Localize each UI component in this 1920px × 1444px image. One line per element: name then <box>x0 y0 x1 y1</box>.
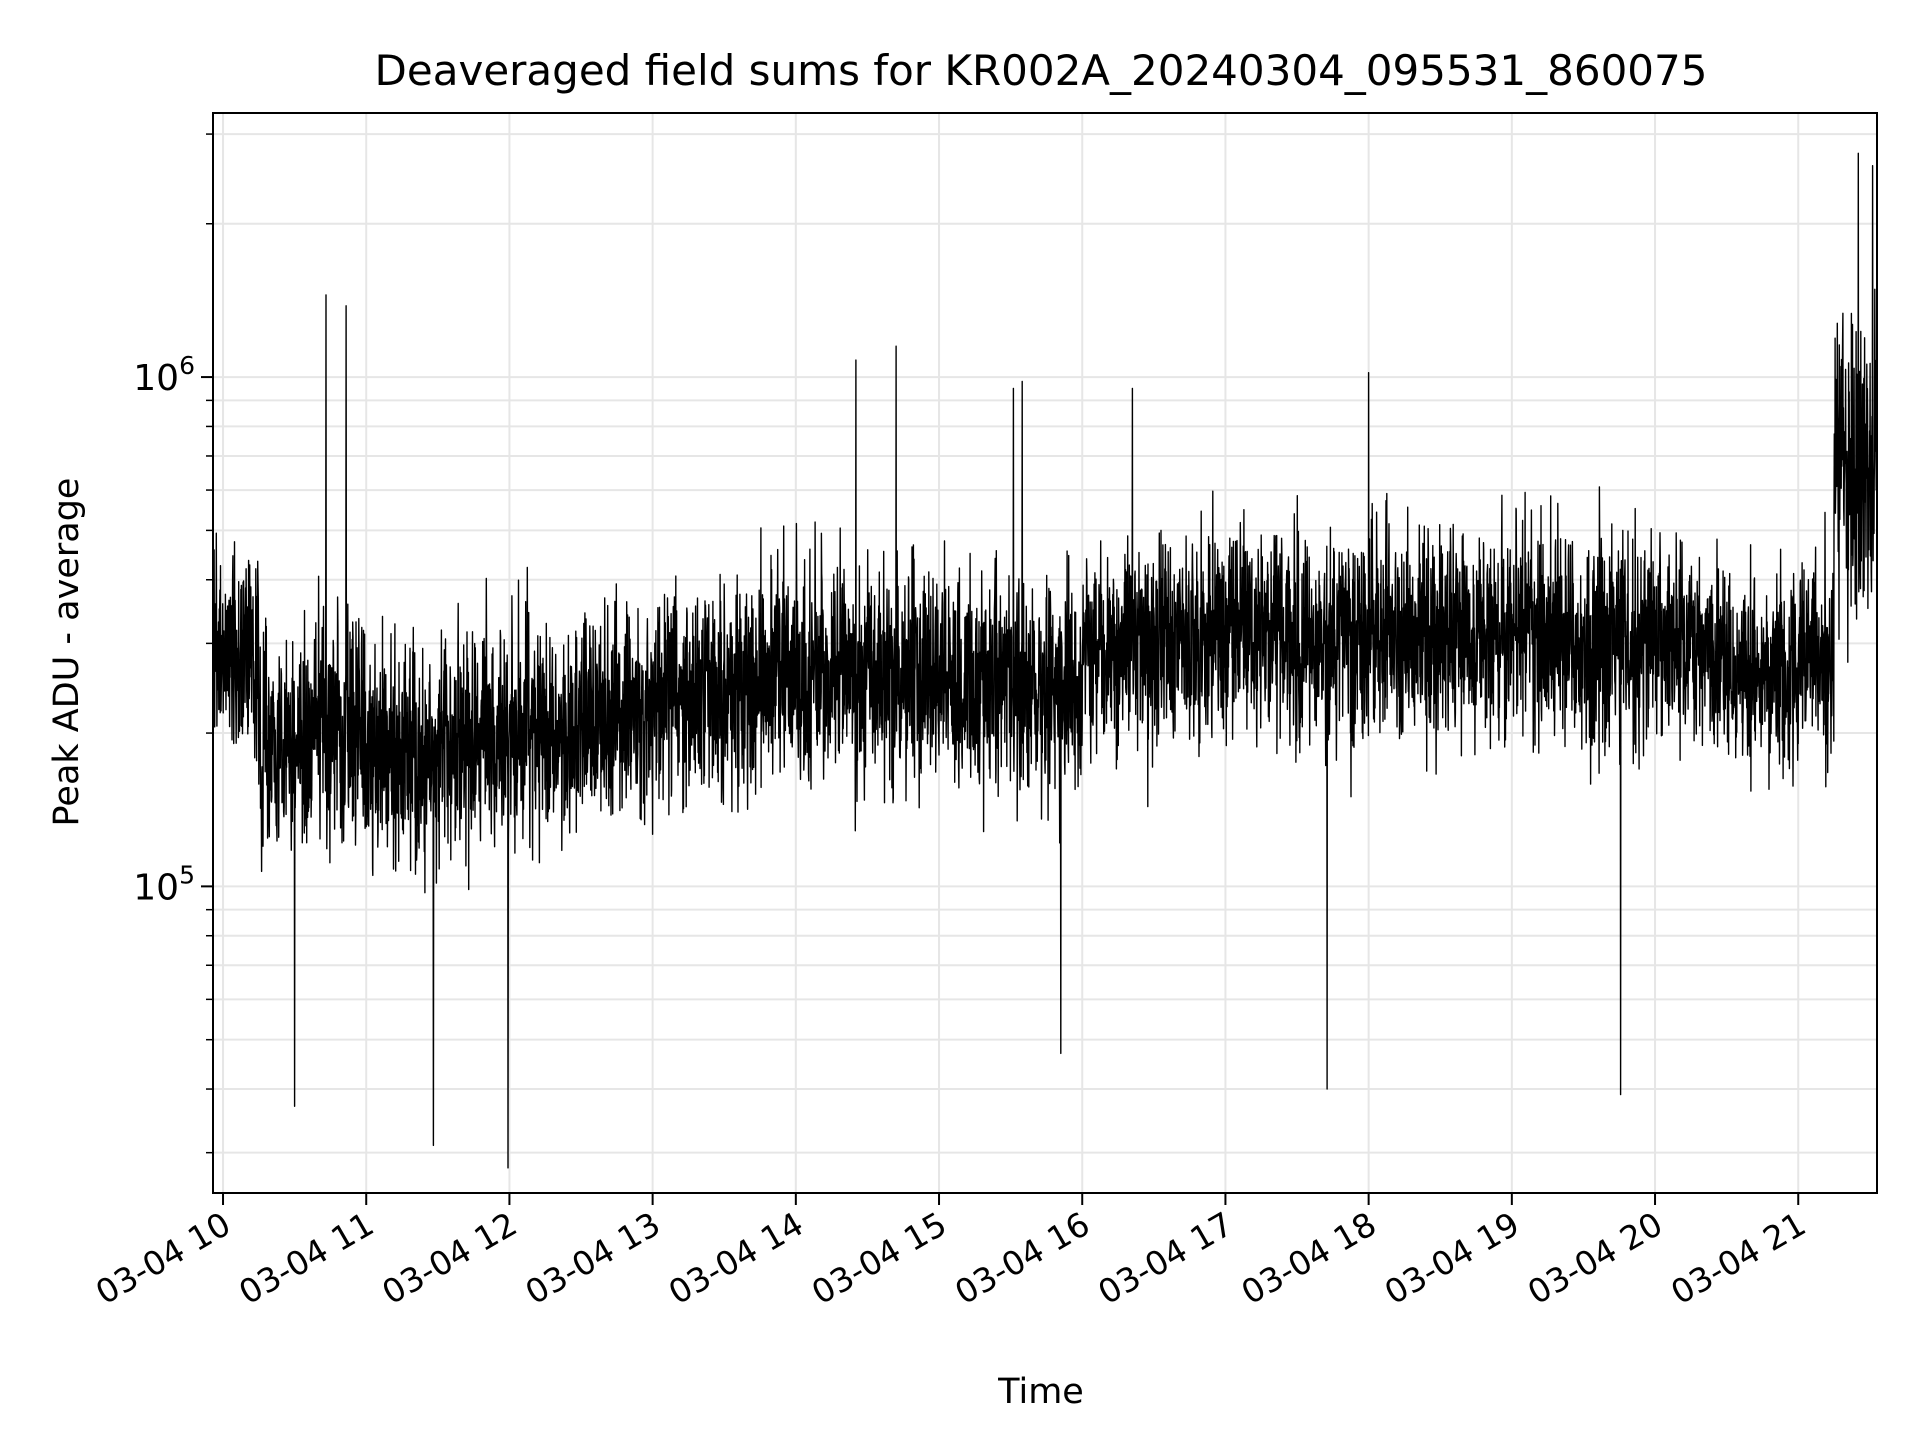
plot-frame <box>212 112 1878 1194</box>
data-layer <box>212 152 1878 1169</box>
y-axis-label: Peak ADU - average <box>47 478 87 827</box>
chart-title: Deaveraged field sums for KR002A_2024030… <box>375 46 1708 95</box>
y-tick-label: 105 <box>133 860 195 908</box>
y-tick-label: 106 <box>133 351 195 399</box>
series-line <box>212 152 1878 1169</box>
x-axis-label: Time <box>997 1372 1084 1412</box>
y-axis: 105 106 <box>133 133 213 1154</box>
